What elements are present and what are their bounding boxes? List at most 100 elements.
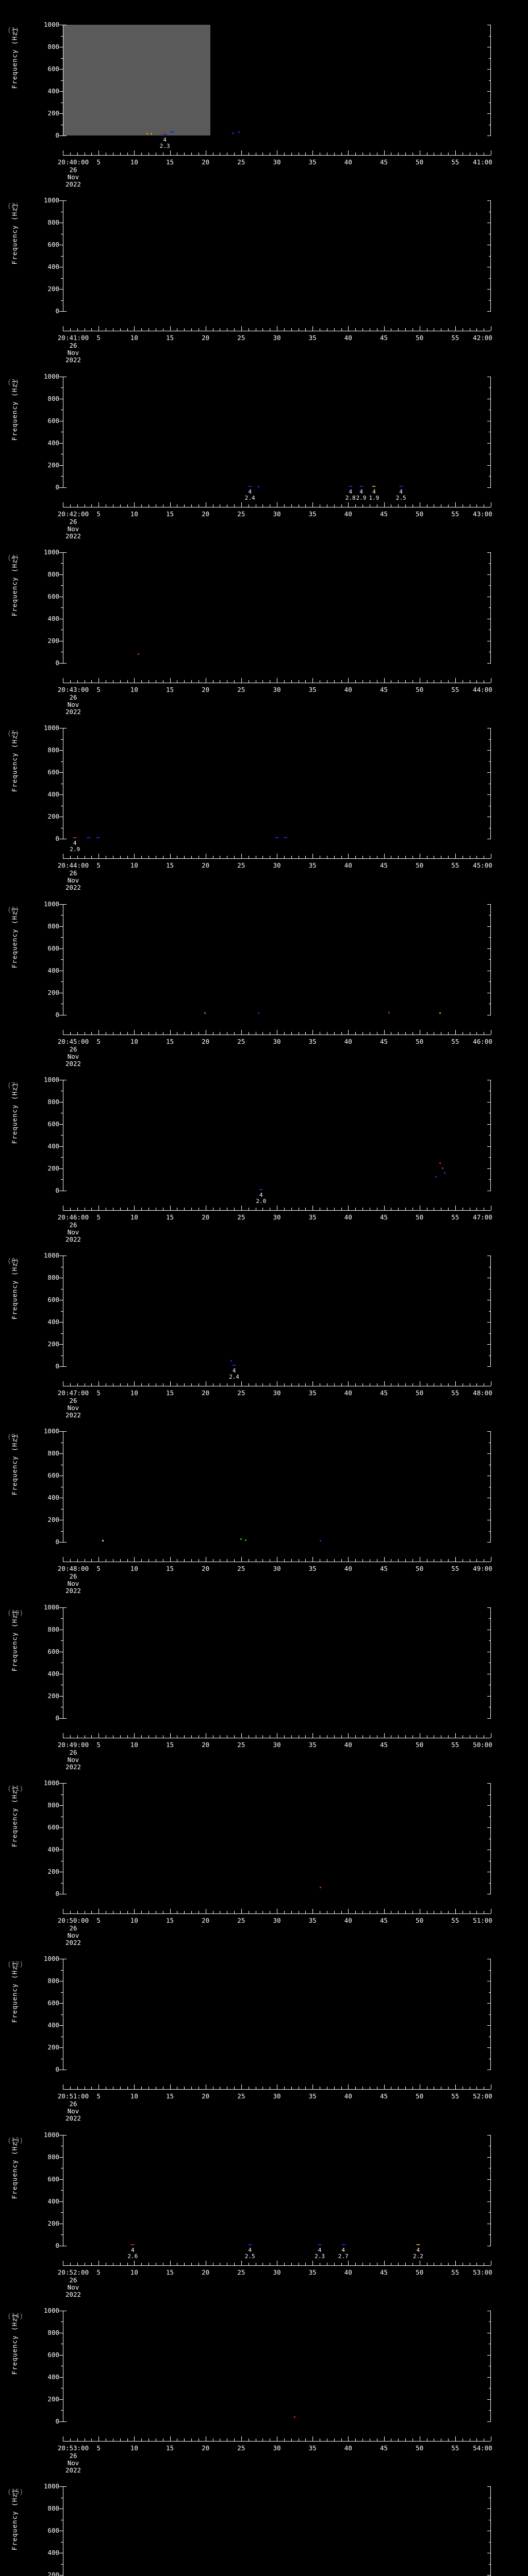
panel-index-label: (10) (7, 1609, 24, 1617)
y-tick-text: 200 (47, 109, 59, 117)
date-line-0: 26 (69, 1924, 77, 1932)
y-axis-bottom-cap (63, 663, 67, 664)
x-tick-label-30: 30 (273, 1917, 281, 1924)
y-tick-text: 600 (47, 241, 59, 249)
event-depth: 4 (372, 488, 376, 495)
x-tick-54 (448, 2438, 449, 2441)
y-axis-label: Frequency (Hz) (10, 554, 19, 617)
x-tick-38 (334, 2262, 335, 2265)
y-tick-text: 800 (47, 570, 59, 578)
date-line-0: 26 (69, 869, 77, 877)
x-tick-8 (120, 1559, 121, 1562)
spectrogram-pixel-1 (441, 1167, 443, 1170)
x-tick-label-55: 55 (451, 1389, 459, 1397)
x-tick-31 (284, 504, 285, 507)
y-tick-text: 1000 (43, 1427, 59, 1435)
x-tick-55 (455, 677, 456, 683)
x-tick-34 (305, 1207, 306, 1210)
y-tick-200 (59, 465, 63, 466)
x-tick-58 (476, 1031, 477, 1035)
spectrogram-pixel-1 (240, 1538, 242, 1540)
x-tick-32 (291, 856, 292, 859)
right-tick-200 (487, 465, 491, 466)
x-tick-label-20: 20 (202, 1037, 210, 1045)
x-tick-2 (77, 1031, 78, 1035)
event-marker-0 (130, 2244, 135, 2245)
x-tick-label-15: 15 (166, 1740, 174, 1749)
x-tick-25 (241, 1381, 242, 1386)
x-tick-49 (412, 2438, 413, 2441)
event-marker-0 (163, 134, 167, 135)
y-axis-label: Frequency (Hz) (10, 1785, 19, 1848)
x-tick-label-10: 10 (130, 334, 138, 342)
x-tick-25 (241, 677, 242, 683)
x-tick-32 (291, 2262, 292, 2265)
x-tick-10 (134, 854, 135, 859)
x-tick-label-55: 55 (451, 2444, 459, 2452)
x-tick-label-55: 55 (451, 861, 459, 870)
right-tick-800 (487, 574, 491, 575)
x-tick-24 (234, 1031, 235, 1035)
x-tick-label-35: 35 (308, 1037, 317, 1045)
y-tick-700 (61, 58, 63, 59)
x-tick-1 (70, 1735, 71, 1738)
x-tick-55 (455, 2260, 456, 2265)
x-tick-17 (184, 1911, 185, 1913)
y-axis-label: Frequency (Hz) (10, 2489, 19, 2551)
x-tick-41 (355, 1383, 356, 1386)
x-tick-10 (134, 2436, 135, 2441)
x-tick-label-45: 45 (380, 334, 388, 342)
x-tick-label-55: 55 (451, 2092, 459, 2100)
plot-background (63, 376, 491, 487)
x-tick-label-15: 15 (166, 1917, 174, 1924)
x-tick-2 (77, 1559, 78, 1562)
x-tick-49 (412, 1207, 413, 1210)
x-axis-start-label: 20:43:00 (57, 685, 89, 693)
x-tick-5 (98, 150, 100, 155)
y-tick-text: 400 (47, 614, 59, 622)
x-tick-5 (98, 854, 100, 859)
panel-index-label: (7) (7, 1081, 20, 1090)
x-tick-label-5: 5 (96, 1565, 101, 1573)
y-tick-text: 600 (47, 2175, 59, 2183)
x-tick-label-40: 40 (344, 334, 352, 342)
x-tick-47 (398, 680, 399, 683)
y-tick-0 (59, 1718, 63, 1719)
y-tick-text: 400 (47, 1669, 59, 1677)
right-tick-200 (487, 289, 491, 290)
y-tick-900 (61, 1618, 63, 1619)
y-tick-300 (61, 2564, 63, 2565)
y-tick-text: 800 (47, 1801, 59, 1809)
right-tick-600 (487, 2003, 491, 2004)
y-tick-text: 400 (47, 87, 59, 95)
y-tick-0 (59, 1366, 63, 1367)
y-tick-text: 200 (47, 461, 59, 469)
plot-area (63, 552, 491, 663)
x-tick-label-50: 50 (416, 510, 424, 518)
x-tick-17 (184, 856, 185, 859)
x-tick-17 (184, 1031, 185, 1035)
y-tick-500 (61, 2014, 63, 2015)
right-tick-100 (489, 476, 491, 477)
x-tick-2 (77, 1735, 78, 1738)
x-tick-9 (127, 328, 128, 331)
x-tick-label-50: 50 (416, 685, 424, 693)
y-tick-text: 0 (55, 658, 59, 667)
spectrogram-pixel-3 (439, 1012, 441, 1014)
x-tick-25 (241, 854, 242, 859)
x-tick-label-25: 25 (237, 1389, 245, 1397)
x-tick-label-15: 15 (166, 1389, 174, 1397)
x-axis-end-label: 47:00 (473, 1213, 492, 1221)
x-tick-38 (334, 328, 335, 331)
x-tick-35 (312, 2436, 314, 2441)
x-tick-4 (91, 152, 92, 155)
panel-13: (13) Frequency (Hz) 0 200 400 600 800 1000 4 2.6 4… (0, 2110, 528, 2298)
event-label-0: 4 2.9 (70, 840, 80, 853)
y-tick-text: 200 (47, 1340, 59, 1348)
x-tick-35 (312, 1557, 314, 1562)
x-axis-date-stack: 26 Nov 2022 (65, 342, 81, 364)
x-tick-18 (191, 2438, 192, 2441)
y-tick-text: 200 (47, 1868, 59, 1875)
event-magnitude: 2.2 (412, 2252, 423, 2260)
plot-area (63, 2310, 491, 2421)
